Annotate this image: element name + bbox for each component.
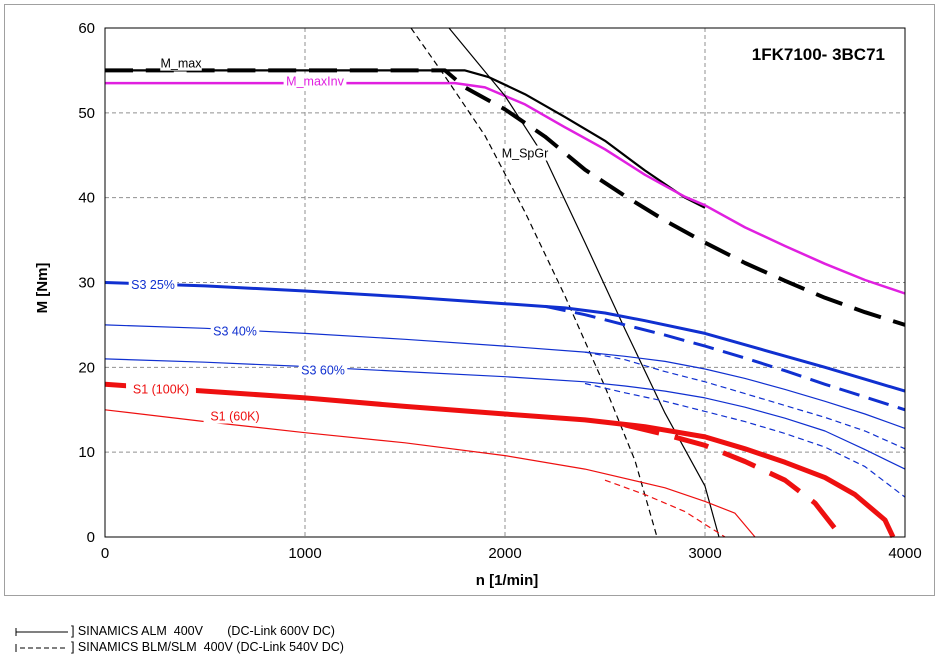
annotation-bg	[283, 73, 347, 89]
x-tick-label: 2000	[488, 545, 521, 562]
annotation-bg	[298, 362, 348, 378]
y-tick-label: 10	[78, 444, 95, 461]
annotation-bg	[128, 277, 178, 293]
annotation-label-3: S3 25%	[131, 278, 175, 292]
annotation-label-5: S3 60%	[301, 364, 345, 378]
annotation-label-7: S1 (60K)	[210, 410, 259, 424]
y-tick-label: 60	[78, 20, 95, 37]
annotation-bg	[210, 323, 260, 339]
legend-solid-symbol	[15, 627, 68, 636]
legend-item-solid: ] SINAMICS ALM 400V (DC-Link 600V DC)	[8, 610, 335, 638]
x-axis-title: n [1/min]	[476, 572, 539, 589]
y-tick-label: 20	[78, 359, 95, 376]
series-line-1	[105, 68, 906, 327]
series-line-12	[624, 422, 837, 531]
annotation-label-0: M_max	[161, 57, 203, 71]
y-axis-title: M [Nm]	[34, 263, 51, 314]
annotation-label-2: M_SpGr	[502, 147, 549, 161]
chart-frame: M_max M_maxInv M_SpGr S3 25% S3 40% S3 60% S1 …	[4, 4, 935, 596]
annotation-label-4: S3 40%	[213, 325, 257, 339]
series-line-11	[104, 381, 896, 539]
x-tick-label: 0	[101, 545, 109, 562]
series-line-5	[104, 281, 906, 393]
series-line-7	[104, 324, 906, 429]
tick-labels: 0 1000 2000 3000 4000 0 10 20 30 40 50 60	[78, 20, 921, 562]
series-line-14	[604, 479, 726, 538]
series-line-10	[584, 382, 906, 498]
series-line-3	[448, 27, 720, 538]
y-tick-label: 50	[78, 105, 95, 122]
plot-border	[104, 27, 906, 538]
series-line-2	[105, 81, 906, 295]
series-layer	[104, 27, 906, 539]
chart-title: 1FK7100- 3BC71	[752, 45, 885, 64]
series-line-8	[584, 351, 906, 450]
annotation-label-1: M_maxInv	[286, 74, 344, 88]
y-tick-label: 0	[87, 529, 95, 546]
legend-dashed-label: ] SINAMICS BLM/SLM 400V (DC-Link 540V DC…	[70, 640, 344, 654]
x-tick-label: 3000	[688, 545, 721, 562]
annotation-bg	[203, 408, 267, 424]
grid	[105, 28, 905, 537]
series-line-13	[104, 409, 756, 538]
torque-speed-chart: M_max M_maxInv M_SpGr S3 25% S3 40% S3 60% S1 …	[34, 20, 922, 589]
legend-item-dashed: ] SINAMICS BLM/SLM 400V (DC-Link 540V DC…	[8, 626, 344, 654]
x-tick-label: 4000	[888, 545, 921, 562]
annotation-label-6: S1 (100K)	[133, 382, 189, 396]
y-tick-label: 40	[78, 190, 95, 207]
legend-solid-label: ] SINAMICS ALM 400V (DC-Link 600V DC)	[70, 624, 335, 638]
series-line-4	[410, 27, 658, 538]
annotation-layer: M_max M_maxInv M_SpGr S3 25% S3 40% S3 60% S1 …	[126, 55, 550, 424]
annotation-bg	[500, 145, 550, 161]
series-line-6	[544, 304, 906, 412]
annotation-bg	[126, 381, 196, 397]
x-tick-label: 1000	[288, 545, 321, 562]
y-tick-label: 30	[78, 275, 95, 292]
legend-dashed-symbol	[15, 643, 68, 652]
annotation-bg	[160, 55, 202, 71]
